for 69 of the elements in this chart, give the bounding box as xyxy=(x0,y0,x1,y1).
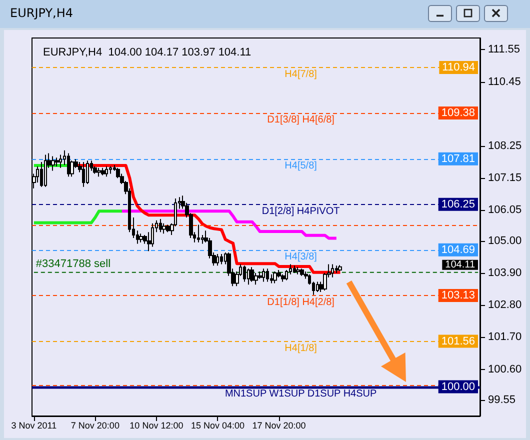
candlestick xyxy=(44,154,47,188)
candlestick xyxy=(105,166,108,178)
series-label: #33471788 sell xyxy=(36,258,111,270)
x-tick-label: 17 Nov 20:00 xyxy=(252,420,306,430)
ref-line-label: 110.94 xyxy=(442,61,475,74)
candlestick xyxy=(250,266,254,282)
candlestick xyxy=(51,156,55,172)
candlestick xyxy=(281,274,285,282)
y-tick-label: 106.05 xyxy=(488,204,522,216)
candlestick xyxy=(197,224,200,243)
candlestick xyxy=(296,266,300,275)
ref-line-label: 106.25 xyxy=(441,198,475,210)
annotation: H4[7/8] xyxy=(284,68,318,80)
candlestick xyxy=(97,167,101,178)
y-tick-label: 110.45 xyxy=(488,76,521,88)
ref-line-label: 104.69 xyxy=(441,244,475,256)
candlestick xyxy=(109,166,112,174)
candlestick xyxy=(139,233,143,243)
candlestick xyxy=(338,264,342,272)
annotation: D1[3/8] H4[6/8] xyxy=(267,114,335,126)
y-tick-label: 111.55 xyxy=(488,44,520,56)
candlestick xyxy=(331,264,334,278)
candlestick xyxy=(247,268,250,286)
y-tick-label: 108.25 xyxy=(488,140,522,152)
x-tick-label: 7 Nov 20:00 xyxy=(70,420,120,430)
ref-line-label: 100.00 xyxy=(441,380,475,393)
annotation: 104.11 xyxy=(445,259,476,270)
candlestick xyxy=(243,265,246,282)
candlestick xyxy=(220,254,223,265)
ref-line-label: 109.38 xyxy=(441,107,475,120)
ref-line-label: 101.56 xyxy=(441,335,475,348)
y-tick-label: 100.60 xyxy=(488,363,522,376)
candlestick xyxy=(82,162,85,188)
y-tick-label: 103.90 xyxy=(488,266,522,279)
text: EURJPY,H4 104.00 104.17 103.97 104.11 xyxy=(43,46,252,58)
annotation: H4[5/8] xyxy=(284,160,318,172)
candlestick xyxy=(55,157,59,167)
candlestick xyxy=(293,265,296,274)
y-tick-label: 102.80 xyxy=(488,299,522,312)
annotation: D1[2/8] H4PIVOT xyxy=(262,206,340,217)
x-tick-label: 10 Nov 12:00 xyxy=(130,420,184,430)
candlestick xyxy=(159,218,162,233)
candlestick xyxy=(273,271,277,284)
candlestick xyxy=(59,154,62,168)
candlestick xyxy=(300,268,304,276)
candlestick xyxy=(86,160,89,184)
ref-line-label: 103.13 xyxy=(441,289,475,302)
x-tick-label: 15 Nov 04:00 xyxy=(190,420,244,430)
candlestick xyxy=(101,167,105,176)
candlestick xyxy=(316,281,319,292)
y-tick-label: 107.15 xyxy=(488,172,522,184)
annotation: D1[1/8] H4[2/8] xyxy=(267,296,335,308)
candlestick xyxy=(151,222,154,248)
candlestick xyxy=(162,222,166,234)
ref-line-label: 107.81 xyxy=(441,152,475,165)
candlestick xyxy=(67,152,70,178)
y-tick-label: 99.55 xyxy=(488,394,516,406)
candlestick xyxy=(166,224,170,233)
annotation: H4[3/8] xyxy=(284,251,318,262)
candlestick xyxy=(262,268,265,282)
annotation: MN1SUP W1SUP D1SUP H4SUP xyxy=(224,388,377,400)
candlestick xyxy=(216,254,219,266)
y-tick-label: 101.70 xyxy=(488,331,522,344)
chart-title: EURJPY,H4 xyxy=(10,6,74,20)
candlestick xyxy=(266,268,269,282)
y-tick-label: 105.00 xyxy=(488,234,522,247)
candlestick xyxy=(335,265,338,274)
x-tick-label: 3 Nov 2011 xyxy=(11,420,57,430)
annotation: H4[1/8] xyxy=(284,342,318,354)
